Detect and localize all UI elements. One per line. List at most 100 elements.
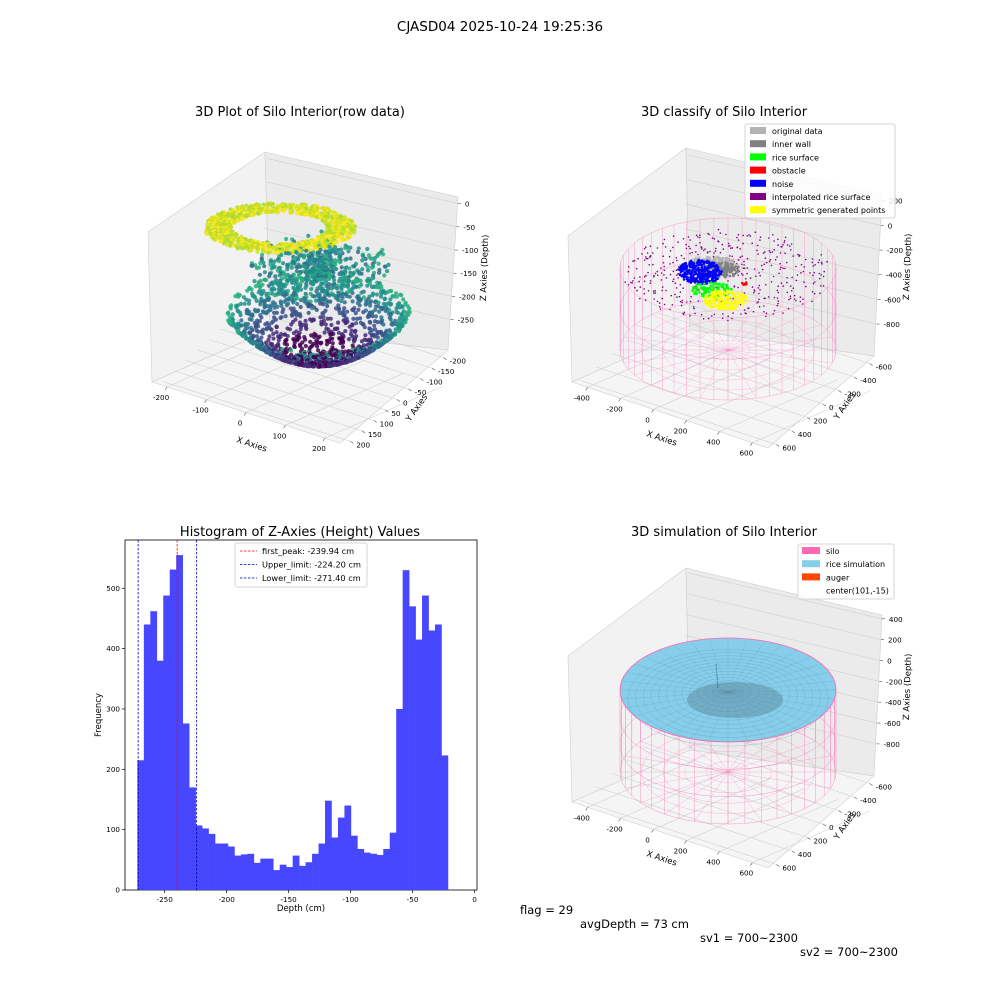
interpolated-point [675, 287, 678, 289]
interpolated-point [789, 295, 792, 298]
rice-depression [687, 682, 783, 718]
interpolated-point [741, 255, 743, 257]
x-tick-mark [651, 409, 654, 413]
raw-data-point [323, 245, 328, 250]
x-tick-mark [717, 851, 720, 855]
raw-data-point [317, 364, 322, 369]
raw-data-point [238, 313, 243, 318]
interpolated-point [745, 312, 747, 315]
raw-data-point [337, 311, 342, 316]
raw-data-point [312, 334, 317, 340]
classified-point [696, 274, 700, 278]
x-tick-label: 100 [273, 431, 287, 440]
raw-data-point [262, 264, 267, 269]
x-tick-mark [204, 399, 207, 403]
raw-data-point [262, 249, 267, 254]
interpolated-point [740, 313, 742, 315]
legend-label: Lower_limit: -271.40 cm [262, 573, 361, 583]
interpolated-point [730, 247, 732, 249]
interpolated-point [649, 245, 652, 247]
interpolated-point [746, 272, 748, 275]
interpolated-point [719, 232, 722, 234]
classified-point [694, 257, 697, 261]
interpolated-point [713, 238, 716, 240]
raw-data-point [380, 333, 385, 338]
x-tick-mark [684, 840, 687, 844]
raw-data-point [264, 311, 269, 316]
interpolated-point [800, 272, 802, 274]
legend-swatch [750, 206, 766, 214]
interpolated-point [748, 234, 750, 236]
classified-point [714, 295, 717, 298]
interpolated-point [683, 311, 686, 314]
interpolated-point [786, 281, 788, 284]
interpolated-point [681, 301, 684, 304]
classified-point [743, 283, 746, 286]
interpolated-point [715, 247, 717, 250]
raw-data-point [255, 249, 260, 254]
interpolated-point [793, 298, 796, 300]
interpolated-point [664, 246, 667, 248]
raw-data-point [306, 233, 311, 238]
classified-point [741, 304, 744, 308]
raw-data-point [353, 311, 358, 316]
raw-data-point [303, 318, 308, 323]
histogram-bar [227, 846, 235, 890]
raw-data-point [278, 315, 283, 320]
classified-point [682, 273, 685, 277]
raw-data-point [339, 287, 344, 292]
raw-data-point [259, 292, 264, 297]
interpolated-point [742, 274, 744, 276]
interpolated-point [784, 236, 787, 239]
interpolated-point [627, 284, 630, 286]
interpolated-point [702, 249, 705, 252]
raw-data-point [320, 218, 325, 223]
raw-data-point [365, 314, 370, 320]
classified-point [732, 273, 736, 277]
classified-point [692, 273, 696, 277]
raw-data-point [399, 293, 404, 298]
interpolated-point [798, 255, 800, 257]
interpolated-point [779, 268, 781, 271]
interpolated-point [789, 285, 792, 287]
raw-data-point [338, 341, 343, 346]
raw-data-point [290, 313, 295, 318]
interpolated-point [739, 248, 741, 250]
raw-data-point [383, 264, 388, 269]
interpolated-point [780, 246, 782, 248]
interpolated-point [782, 244, 784, 246]
classified-point [704, 272, 708, 276]
raw-data-point [339, 299, 344, 304]
interpolated-point [638, 280, 640, 283]
classified-point [728, 274, 732, 278]
interpolated-point [654, 290, 656, 292]
histogram-legend: first_peak: -239.94 cm Upper_limit: -224.… [234, 542, 368, 588]
y-tick-label: 50 [391, 409, 401, 418]
interpolated-point [752, 310, 755, 313]
x-tick-mark [684, 420, 687, 424]
interpolated-point [826, 260, 828, 263]
raw-data-point [365, 246, 370, 252]
raw-data-point [212, 237, 218, 242]
interpolated-point [768, 260, 771, 263]
interpolated-point [707, 232, 709, 235]
classified-point [733, 293, 736, 296]
raw-data-point [299, 287, 304, 292]
raw-data-point [348, 256, 353, 261]
interpolated-point [759, 239, 761, 241]
interpolated-point [768, 237, 770, 239]
histogram-bar [221, 843, 229, 890]
classified-point [706, 256, 710, 260]
interpolated-point [635, 267, 638, 270]
raw-data-point [341, 292, 346, 297]
interpolated-point [672, 261, 674, 264]
raw-data-point [298, 298, 303, 303]
interpolated-point [800, 263, 803, 266]
raw-data-point [382, 273, 387, 278]
histogram-bar [215, 843, 222, 890]
x-grid-line [245, 360, 365, 413]
raw-data-3d-panel: 3D Plot of Silo Interior(row data) -200-… [147, 105, 491, 455]
interpolated-point [749, 235, 752, 237]
raw-data-point [365, 283, 370, 288]
classified-point [689, 273, 692, 276]
